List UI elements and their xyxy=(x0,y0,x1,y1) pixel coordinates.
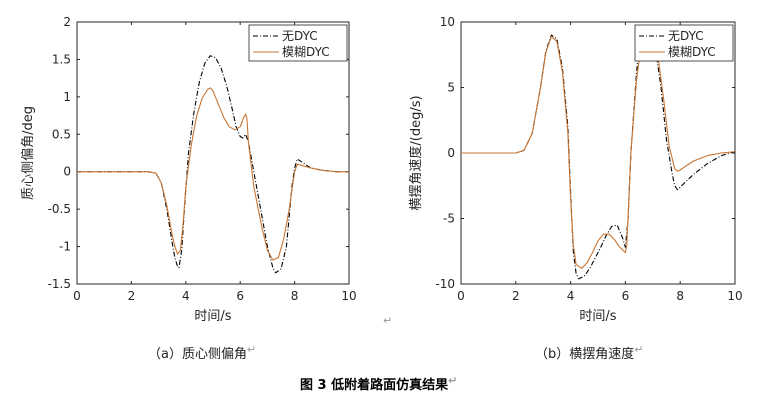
chart2-x-axis-label: 时间/s xyxy=(579,309,616,324)
chart2-y-tick-label: 10 xyxy=(440,15,455,29)
chart1-x-tick-label: 8 xyxy=(291,289,299,303)
chart1-y-tick-label: -1.5 xyxy=(48,277,71,291)
chart1-series-2-line xyxy=(77,87,349,261)
chart2-legend-label-1: 无DYC xyxy=(668,29,704,43)
chart1-y-tick-label: -0.5 xyxy=(48,202,71,216)
chart1-x-tick-label: 4 xyxy=(182,289,190,303)
chart2-x-tick-label: 10 xyxy=(727,289,742,303)
chart1-legend-label-2: 模糊DYC xyxy=(282,44,330,59)
chart1-y-tick-label: 2 xyxy=(63,15,71,29)
chart2-x-tick-label: 4 xyxy=(567,289,575,303)
chart2-x-tick-label: 6 xyxy=(622,289,630,303)
chart1-y-tick-label: -1 xyxy=(59,240,71,254)
chart1-y-tick-label: 1.5 xyxy=(52,52,71,66)
chart1-x-tick-label: 6 xyxy=(236,289,244,303)
caption-b: （b）横摆角速度 ↵ xyxy=(535,343,644,362)
chart1-x-tick-label: 0 xyxy=(73,289,81,303)
chart2-legend-box xyxy=(634,24,734,62)
chart1-y-axis-label: 质心侧偏角/deg xyxy=(21,106,36,200)
chart2-legend-label-2: 模糊DYC xyxy=(668,44,716,59)
chart1-legend-box xyxy=(248,24,348,62)
chart1-x-axis-label: 时间/s xyxy=(194,309,231,324)
chart1-y-tick-label: 0 xyxy=(63,165,71,179)
chart1-legend-label-1: 无DYC xyxy=(282,29,318,43)
chart1-x-tick-label: 2 xyxy=(128,289,136,303)
chart2-x-tick-label: 0 xyxy=(457,289,465,303)
chart2-series-1-line xyxy=(461,31,736,280)
chart2-y-axis-label: 横摆角速度/(deg/s) xyxy=(408,95,424,210)
chart2-y-tick-label: 5 xyxy=(447,81,455,95)
chart1-y-tick-label: 1 xyxy=(63,90,71,104)
chart2-series-2-line xyxy=(461,33,736,269)
paragraph-mark: ↵ xyxy=(383,314,393,327)
figure-title: 图 3 低附着路面仿真结果 ↵ xyxy=(300,374,458,393)
chart2-x-tick-label: 8 xyxy=(676,289,684,303)
chart1-x-tick-label: 10 xyxy=(341,289,356,303)
chart2-y-tick-label: -10 xyxy=(435,277,455,291)
caption-a: （a）质心侧偏角 ↵ xyxy=(148,343,257,362)
chart1-plot-area xyxy=(76,21,350,285)
chart2-x-tick-label: 2 xyxy=(512,289,520,303)
chart2-y-tick-label: -5 xyxy=(443,212,455,226)
chart1-y-tick-label: 0.5 xyxy=(52,127,71,141)
chart2-y-tick-label: 0 xyxy=(447,146,455,160)
